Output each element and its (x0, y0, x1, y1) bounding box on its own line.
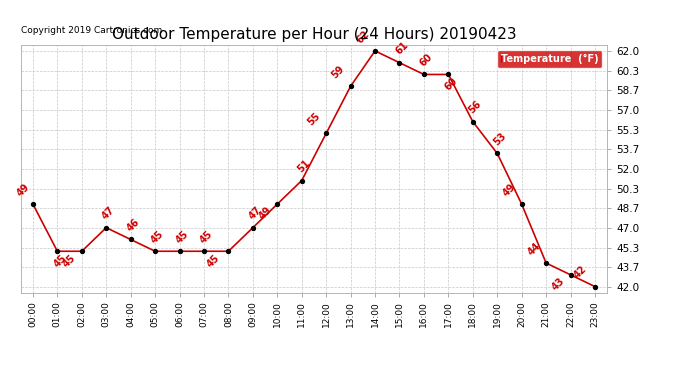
Text: 53: 53 (491, 131, 508, 147)
Point (394, 60, 405, 66)
Point (199, 248, 210, 254)
Text: 45: 45 (52, 252, 68, 269)
Point (272, 201, 283, 207)
Point (540, 260, 551, 266)
Text: 46: 46 (125, 217, 141, 234)
Point (418, 72, 429, 78)
Text: 43: 43 (550, 276, 566, 292)
Text: 59: 59 (330, 64, 346, 80)
Text: 45: 45 (174, 229, 190, 245)
Point (52, 248, 63, 254)
Legend: Temperature  (°F): Temperature (°F) (497, 50, 602, 68)
Text: 62: 62 (355, 28, 371, 45)
Text: 60: 60 (442, 75, 459, 92)
Point (516, 201, 527, 207)
Point (589, 284, 600, 290)
Point (28, 201, 39, 207)
Text: 45: 45 (206, 252, 222, 269)
Point (321, 130, 332, 136)
Text: 56: 56 (467, 99, 484, 116)
Text: 44: 44 (526, 240, 542, 257)
Text: 47: 47 (247, 205, 264, 222)
Point (174, 248, 185, 254)
Point (247, 225, 258, 231)
Text: 45: 45 (198, 229, 215, 245)
Point (101, 225, 112, 231)
Text: 60: 60 (418, 52, 435, 69)
Point (125, 237, 136, 243)
Text: 49: 49 (15, 182, 32, 198)
Text: Copyright 2019 Cartronics.com: Copyright 2019 Cartronics.com (21, 26, 162, 35)
Text: 45: 45 (61, 252, 78, 269)
Text: 61: 61 (393, 40, 411, 57)
Point (77, 248, 88, 254)
Point (150, 248, 161, 254)
Point (565, 272, 576, 278)
Point (370, 48, 381, 54)
Text: 49: 49 (257, 205, 273, 222)
Point (492, 150, 503, 156)
Text: 47: 47 (100, 205, 117, 222)
Title: Outdoor Temperature per Hour (24 Hours) 20190423: Outdoor Temperature per Hour (24 Hours) … (112, 27, 516, 42)
Point (345, 83, 356, 89)
Point (443, 72, 454, 78)
Text: 49: 49 (501, 182, 518, 198)
Point (296, 177, 307, 183)
Point (467, 118, 478, 124)
Text: 42: 42 (572, 264, 589, 281)
Text: 45: 45 (149, 229, 166, 245)
Text: 55: 55 (306, 111, 322, 128)
Text: 51: 51 (296, 158, 313, 175)
Point (223, 248, 234, 254)
